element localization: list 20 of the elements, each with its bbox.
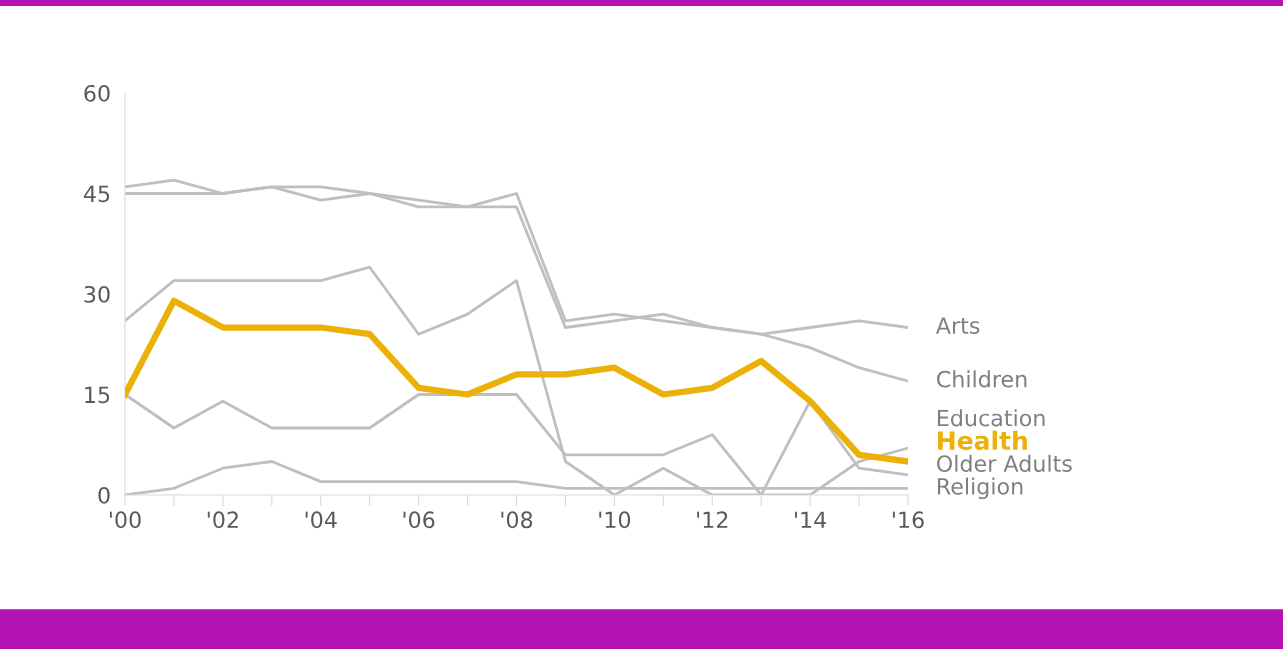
y-tick-label: 45 xyxy=(83,185,110,203)
x-tick-label: '00 xyxy=(109,511,141,529)
x-tick-label: '14 xyxy=(795,511,827,528)
x-tick-label: '12 xyxy=(697,511,728,528)
y-tick-label: 30 xyxy=(84,285,110,303)
x-tick-label: '02 xyxy=(207,511,238,529)
series-label: Health xyxy=(938,430,1027,450)
series-label: Children xyxy=(937,370,1027,388)
series-label: Religion xyxy=(937,477,1023,500)
x-tick-label: '06 xyxy=(403,511,435,529)
x-tick-label: '04 xyxy=(305,511,337,529)
series-label: Education xyxy=(937,409,1045,427)
x-tick-label: '10 xyxy=(599,511,631,529)
series-label: Older Adults xyxy=(937,454,1072,472)
x-tick-label: '16 xyxy=(892,511,924,529)
y-tick-label: 15 xyxy=(85,386,110,404)
x-tick-label: '08 xyxy=(501,511,533,529)
series-label: Arts xyxy=(935,317,980,334)
y-tick-label: 0 xyxy=(98,486,110,504)
y-tick-label: 60 xyxy=(84,84,110,102)
